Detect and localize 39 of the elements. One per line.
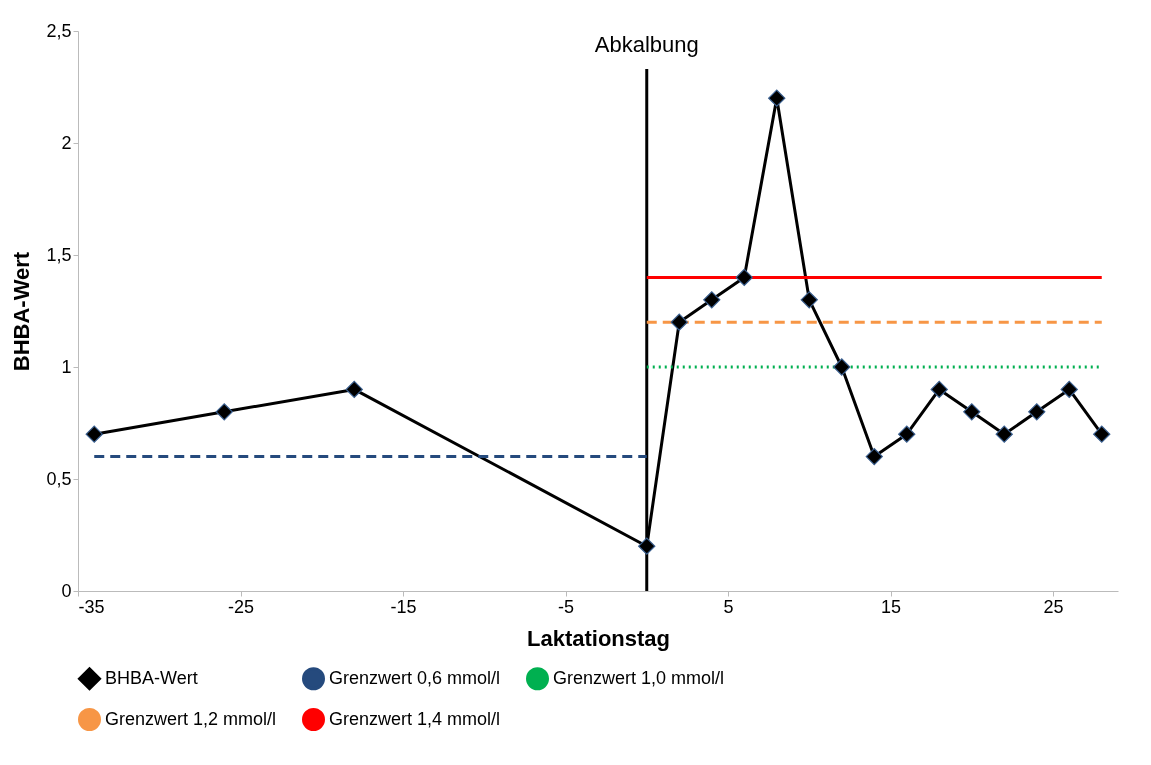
legend-label: Grenzwert 1,0 mmol/l [553, 667, 725, 688]
point [670, 313, 688, 331]
y-tick-label: 2,5 [46, 20, 72, 41]
point [833, 358, 851, 376]
x-tick-label: -5 [557, 596, 575, 617]
ref-line-label: Abkalbung [594, 32, 699, 57]
point [768, 89, 786, 107]
point [703, 291, 721, 309]
point [215, 403, 233, 421]
y-tick-label: 2 [61, 132, 72, 153]
point [930, 380, 948, 399]
y-tick-label: 1,5 [46, 244, 72, 265]
point [735, 268, 753, 287]
point [85, 425, 103, 443]
legend-label: Grenzwert 1,2 mmol/l [105, 708, 277, 729]
legend-label: BHBA-Wert [105, 667, 198, 688]
x-axis-title: Laktationstag [526, 625, 671, 651]
x-tick-label: 5 [723, 596, 734, 617]
point [345, 380, 363, 399]
point [638, 537, 656, 555]
legend-label: Grenzwert 0,6 mmol/l [329, 667, 501, 688]
point [1093, 425, 1111, 443]
x-tick-label: 25 [1043, 596, 1064, 617]
x-tick-label: -35 [78, 596, 105, 617]
x-tick-label: 15 [880, 596, 902, 617]
legend-label: Grenzwert 1,4 mmol/l [329, 708, 501, 729]
x-tick-label: -15 [390, 596, 417, 617]
point [963, 403, 981, 421]
y-tick-label: 1 [61, 356, 72, 377]
point [1060, 380, 1078, 399]
point [800, 291, 818, 309]
y-axis-title: BHBA-Wert [9, 251, 35, 372]
point [898, 425, 916, 443]
y-tick-label: 0 [61, 580, 72, 601]
point [995, 425, 1013, 443]
point [1028, 403, 1046, 421]
y-tick-label: 0,5 [46, 468, 72, 489]
point [865, 447, 883, 466]
x-tick-label: -25 [227, 596, 255, 617]
